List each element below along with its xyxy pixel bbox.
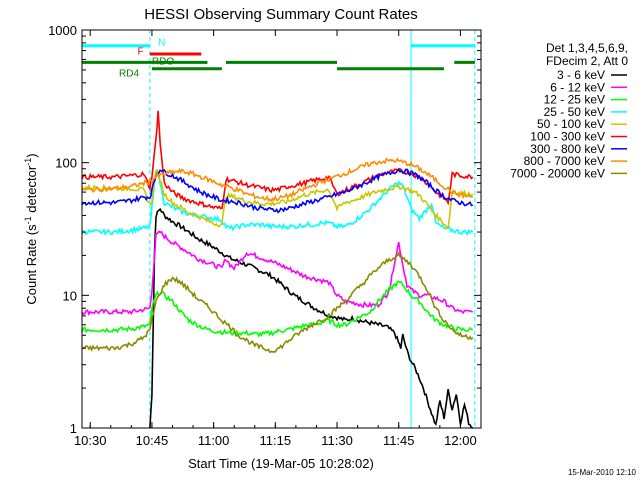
footer-timestamp: 15-Mar-2010 12:10 <box>568 468 637 477</box>
y-tick-label: 100 <box>55 156 77 171</box>
x-tick-label: 11:30 <box>321 433 353 448</box>
legend-label-8: 800 - 7000 keV <box>524 154 605 168</box>
flag-label-n: N <box>158 37 165 48</box>
series-line-7 <box>81 168 474 214</box>
status-flag-bars: N F RDO RD4 <box>82 37 475 79</box>
x-axis-label: Start Time (19-Mar-05 10:28:02) <box>188 456 374 471</box>
legend-label-2: 6 - 12 keV <box>550 80 605 94</box>
series-line-4 <box>81 170 474 237</box>
x-tick-label: 11:45 <box>383 433 415 448</box>
x-tick-label: 10:45 <box>136 433 169 448</box>
axis-ticks: 10:30 10:45 11:00 11:15 11:30 11:45 12:00 1 10 10… <box>48 23 481 448</box>
flag-label-f: F <box>138 47 144 58</box>
x-tick-label: 10:30 <box>74 433 107 448</box>
y-tick-label: 1 <box>70 421 77 436</box>
legend-label-3: 12 - 25 keV <box>544 93 605 107</box>
y-tick-label: 1000 <box>48 23 77 38</box>
x-tick-label: 11:00 <box>198 433 230 448</box>
x-tick-label: 11:15 <box>260 433 292 448</box>
series-line-9 <box>81 251 474 354</box>
chart-title: HESSI Observing Summary Count Rates <box>144 6 417 23</box>
series-line-3 <box>81 280 474 338</box>
plot-frame <box>81 29 482 429</box>
legend-label-1: 3 - 6 keV <box>557 68 605 82</box>
series-line-2 <box>81 230 474 317</box>
series-line-1 <box>149 207 474 429</box>
legend: Det 1,3,4,5,6,9, FDecim 2, Att 0 3 - 6 k… <box>510 41 628 180</box>
legend-label-5: 50 - 100 keV <box>537 117 605 131</box>
legend-header-line-2: FDecim 2, Att 0 <box>546 54 628 68</box>
series-line-6 <box>81 110 474 210</box>
x-tick-label: 12:00 <box>444 433 477 448</box>
legend-label-6: 100 - 300 keV <box>530 130 605 144</box>
legend-label-7: 300 - 800 keV <box>530 142 605 156</box>
legend-label-9: 7000 - 20000 keV <box>510 166 605 180</box>
legend-header-line-1: Det 1,3,4,5,6,9, <box>546 41 628 55</box>
series-line-8 <box>81 157 473 203</box>
flag-label-rdo: RDO <box>152 56 174 67</box>
legend-label-4: 25 - 50 keV <box>544 105 605 119</box>
y-tick-label: 10 <box>63 288 77 303</box>
y-axis-label: Count Rate (s-1 detector-1) <box>23 153 39 304</box>
series-lines <box>81 110 474 429</box>
flag-label-rd4: RD4 <box>119 68 139 79</box>
